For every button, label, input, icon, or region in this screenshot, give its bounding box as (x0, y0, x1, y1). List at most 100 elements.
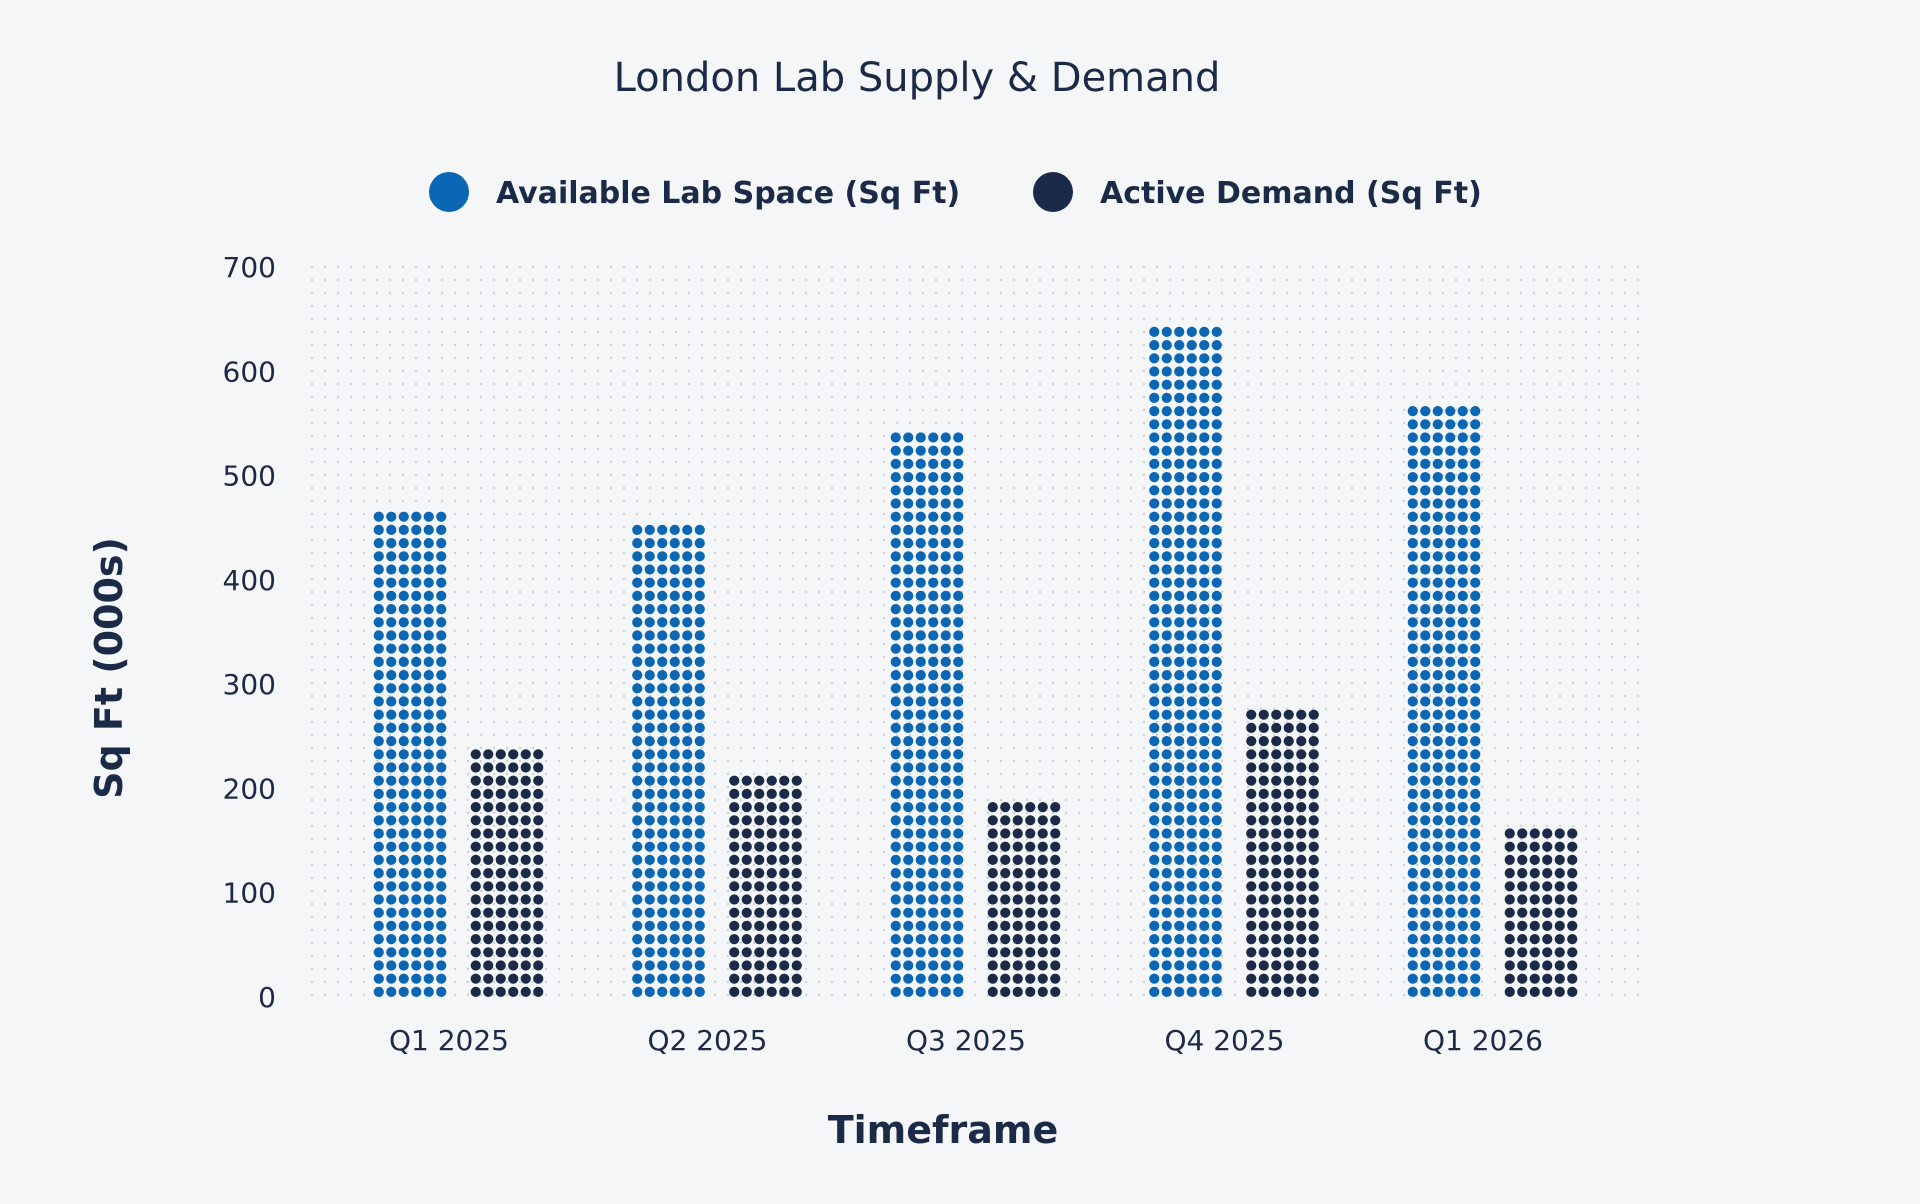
grid-dot (1493, 876, 1497, 880)
grid-dot (1285, 616, 1289, 620)
grid-dot (1311, 343, 1315, 347)
grid-dot (1324, 473, 1328, 477)
grid-dot (1519, 772, 1523, 776)
grid-dot (323, 850, 327, 854)
grid-dot (1012, 811, 1016, 815)
grid-dot (713, 317, 717, 321)
grid-dot (765, 408, 769, 412)
grid-dot (1480, 694, 1484, 698)
grid-dot (349, 603, 353, 607)
grid-dot (479, 889, 483, 893)
grid-dot (1246, 733, 1250, 737)
grid-dot (609, 564, 613, 568)
grid-dot (1623, 798, 1627, 802)
grid-dot (1350, 772, 1354, 776)
grid-dot (1467, 369, 1471, 373)
grid-dot (856, 720, 860, 724)
grid-dot (1558, 395, 1562, 399)
grid-dot (492, 850, 496, 854)
grid-dot (1194, 824, 1198, 828)
grid-dot (622, 551, 626, 555)
grid-dot (986, 525, 990, 529)
grid-dot (609, 889, 613, 893)
grid-dot (310, 460, 314, 464)
grid-dot (778, 681, 782, 685)
grid-dot (713, 434, 717, 438)
grid-dot (466, 720, 470, 724)
grid-dot (713, 668, 717, 672)
grid-dot (414, 772, 418, 776)
grid-dot (1480, 668, 1484, 672)
grid-dot (1051, 356, 1055, 360)
grid-dot (726, 694, 730, 698)
grid-dot (1363, 525, 1367, 529)
grid-dot (505, 785, 509, 789)
grid-dot (1597, 863, 1601, 867)
grid-dot (1129, 473, 1133, 477)
grid-dot (778, 629, 782, 633)
grid-dot (1207, 291, 1211, 295)
grid-dot (674, 720, 678, 724)
grid-dot (401, 759, 405, 763)
grid-dot (1324, 291, 1328, 295)
grid-dot (1441, 395, 1445, 399)
grid-dot (479, 291, 483, 295)
grid-dot (1025, 499, 1029, 503)
grid-dot (934, 850, 938, 854)
grid-dot (570, 785, 574, 789)
grid-dot (1506, 642, 1510, 646)
grid-dot (1389, 278, 1393, 282)
grid-dot (986, 746, 990, 750)
grid-dot (908, 382, 912, 386)
grid-dot (1545, 655, 1549, 659)
grid-dot (778, 317, 782, 321)
grid-dot (1298, 681, 1302, 685)
grid-dot (765, 395, 769, 399)
grid-dot (1532, 330, 1536, 334)
grid-dot (1103, 512, 1107, 516)
grid-dot (492, 447, 496, 451)
grid-dot (1571, 512, 1575, 516)
grid-dot (1233, 746, 1237, 750)
grid-dot (973, 564, 977, 568)
grid-dot (817, 590, 821, 594)
grid-dot (1610, 421, 1614, 425)
grid-dot (1064, 395, 1068, 399)
grid-dot (1129, 616, 1133, 620)
grid-dot (986, 694, 990, 698)
grid-dot (583, 356, 587, 360)
grid-dot (310, 629, 314, 633)
grid-dot (1597, 668, 1601, 672)
grid-dot (1441, 824, 1445, 828)
grid-dot (544, 603, 548, 607)
grid-dot (1389, 291, 1393, 295)
grid-dot (1545, 811, 1549, 815)
grid-dot (310, 798, 314, 802)
grid-dot (1259, 408, 1263, 412)
grid-dot (1636, 668, 1640, 672)
grid-dot (388, 434, 392, 438)
grid-dot (622, 278, 626, 282)
grid-dot (1636, 447, 1640, 451)
grid-dot (1324, 863, 1328, 867)
grid-dot (869, 408, 873, 412)
grid-dot (843, 317, 847, 321)
grid-dot (1402, 720, 1406, 724)
grid-dot (583, 720, 587, 724)
grid-dot (869, 499, 873, 503)
grid-dot (1480, 395, 1484, 399)
grid-dot (1363, 343, 1367, 347)
grid-dot (830, 343, 834, 347)
grid-dot (1493, 421, 1497, 425)
grid-dot (375, 811, 379, 815)
grid-dot (791, 668, 795, 672)
grid-dot (362, 304, 366, 308)
grid-dot (466, 434, 470, 438)
grid-dot (609, 876, 613, 880)
grid-dot (1311, 733, 1315, 737)
grid-dot (869, 746, 873, 750)
grid-dot (1246, 330, 1250, 334)
grid-dot (1376, 707, 1380, 711)
grid-dot (1051, 655, 1055, 659)
grid-dot (492, 538, 496, 542)
